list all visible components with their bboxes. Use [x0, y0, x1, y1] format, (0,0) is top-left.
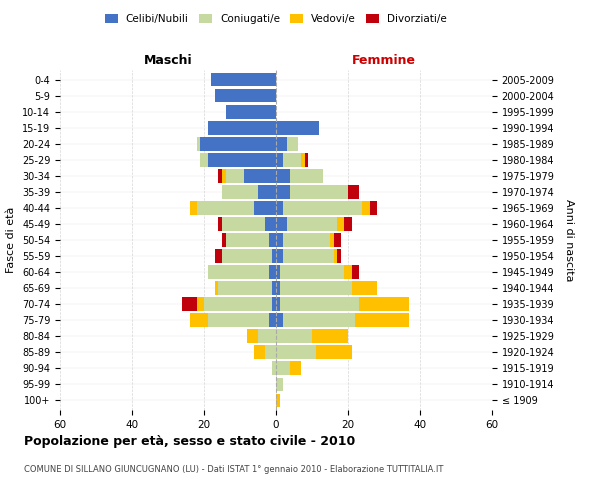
Bar: [276, 137, 287, 150]
Bar: [272, 282, 276, 295]
Bar: [215, 249, 222, 263]
Bar: [226, 233, 269, 247]
Legend: Celibi/Nubili, Coniugati/e, Vedovi/e, Divorziati/e: Celibi/Nubili, Coniugati/e, Vedovi/e, Di…: [101, 10, 451, 29]
Bar: [218, 169, 222, 182]
Bar: [312, 330, 348, 343]
Bar: [226, 169, 244, 182]
Bar: [337, 249, 341, 263]
Bar: [258, 185, 276, 198]
Bar: [222, 233, 226, 247]
Y-axis label: Fasce di età: Fasce di età: [7, 207, 16, 273]
Bar: [330, 233, 334, 247]
Bar: [269, 314, 276, 327]
Bar: [222, 217, 265, 231]
Bar: [276, 362, 290, 375]
Bar: [370, 201, 377, 214]
Bar: [362, 201, 370, 214]
Bar: [283, 314, 355, 327]
Bar: [334, 233, 341, 247]
Bar: [283, 153, 301, 166]
Bar: [200, 137, 276, 150]
Bar: [247, 330, 258, 343]
Bar: [276, 121, 319, 134]
Bar: [208, 314, 269, 327]
Bar: [276, 201, 283, 214]
Bar: [276, 314, 283, 327]
Text: Popolazione per età, sesso e stato civile - 2010: Popolazione per età, sesso e stato civil…: [24, 435, 355, 448]
Bar: [208, 153, 276, 166]
Bar: [276, 233, 283, 247]
Bar: [222, 185, 258, 198]
Bar: [305, 153, 308, 166]
Bar: [276, 185, 290, 198]
Bar: [276, 282, 280, 295]
Bar: [276, 266, 280, 279]
Bar: [283, 201, 362, 214]
Bar: [215, 89, 276, 102]
Bar: [272, 298, 276, 311]
Bar: [287, 137, 298, 150]
Bar: [352, 266, 359, 279]
Bar: [276, 298, 280, 311]
Bar: [359, 298, 409, 311]
Bar: [215, 282, 218, 295]
Bar: [348, 185, 359, 198]
Bar: [290, 185, 348, 198]
Bar: [280, 282, 352, 295]
Bar: [222, 169, 226, 182]
Bar: [276, 169, 290, 182]
Bar: [258, 330, 276, 343]
Bar: [272, 249, 276, 263]
Bar: [211, 73, 276, 86]
Bar: [283, 249, 334, 263]
Bar: [269, 266, 276, 279]
Bar: [334, 249, 337, 263]
Bar: [276, 394, 280, 407]
Bar: [254, 346, 265, 359]
Bar: [222, 249, 272, 263]
Bar: [218, 217, 222, 231]
Bar: [200, 153, 208, 166]
Bar: [244, 169, 276, 182]
Text: Femmine: Femmine: [352, 54, 416, 67]
Bar: [265, 217, 276, 231]
Bar: [280, 266, 344, 279]
Text: COMUNE DI SILLANO GIUNCUGNANO (LU) - Dati ISTAT 1° gennaio 2010 - Elaborazione T: COMUNE DI SILLANO GIUNCUGNANO (LU) - Dat…: [24, 465, 443, 474]
Bar: [208, 121, 276, 134]
Bar: [182, 298, 197, 311]
Bar: [276, 330, 312, 343]
Bar: [204, 298, 272, 311]
Bar: [272, 362, 276, 375]
Bar: [269, 233, 276, 247]
Bar: [197, 298, 204, 311]
Bar: [290, 169, 323, 182]
Bar: [344, 217, 352, 231]
Bar: [208, 266, 269, 279]
Bar: [265, 346, 276, 359]
Bar: [218, 282, 272, 295]
Bar: [254, 201, 276, 214]
Bar: [290, 362, 301, 375]
Bar: [276, 153, 283, 166]
Bar: [190, 314, 208, 327]
Bar: [355, 314, 409, 327]
Bar: [352, 282, 377, 295]
Bar: [276, 217, 287, 231]
Bar: [301, 153, 305, 166]
Bar: [226, 105, 276, 118]
Bar: [197, 137, 200, 150]
Bar: [190, 201, 197, 214]
Bar: [287, 217, 337, 231]
Bar: [197, 201, 254, 214]
Bar: [316, 346, 352, 359]
Bar: [344, 266, 352, 279]
Text: Maschi: Maschi: [143, 54, 193, 67]
Bar: [283, 233, 330, 247]
Y-axis label: Anni di nascita: Anni di nascita: [564, 198, 574, 281]
Bar: [280, 298, 359, 311]
Bar: [276, 378, 283, 391]
Bar: [276, 249, 283, 263]
Bar: [337, 217, 344, 231]
Bar: [276, 346, 316, 359]
